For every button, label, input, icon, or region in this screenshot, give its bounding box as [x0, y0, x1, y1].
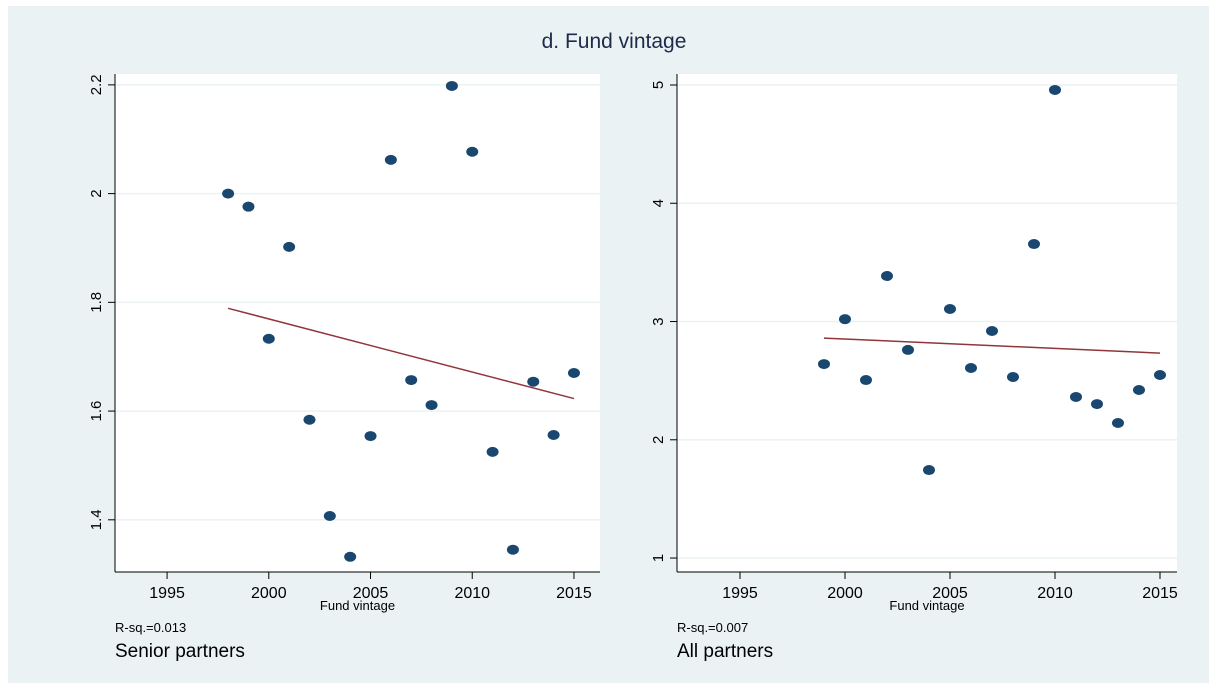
point — [323, 511, 336, 522]
point — [964, 362, 977, 373]
point — [344, 551, 357, 562]
point — [364, 431, 377, 442]
x-tick-label: 2000 — [827, 585, 863, 602]
point — [943, 303, 956, 314]
y-tick-label: 2 — [650, 436, 667, 444]
x-tick-label: 2005 — [932, 585, 968, 602]
point — [1090, 399, 1103, 410]
x-axis-label: Fund vintage — [889, 598, 964, 613]
x-tick-label: 2015 — [1142, 585, 1178, 602]
x-tick-label: 2010 — [1037, 585, 1073, 602]
point — [1132, 384, 1145, 395]
x-tick-label: 2000 — [251, 585, 287, 602]
x-tick-label: 1995 — [149, 585, 185, 602]
fit-line — [823, 337, 1161, 354]
panel-subtitle: Senior partners — [115, 641, 245, 662]
y-tick-label: 2 — [88, 189, 105, 197]
point — [425, 400, 438, 411]
y-tick-label: 1 — [650, 554, 667, 562]
x-tick-label: 2005 — [353, 585, 389, 602]
point — [1048, 84, 1061, 95]
point — [466, 146, 479, 157]
point — [859, 375, 872, 386]
plot-area — [677, 74, 1177, 572]
plot-area — [115, 74, 600, 572]
point — [486, 446, 499, 457]
point — [547, 429, 560, 440]
point — [405, 375, 418, 386]
x-tick-label: 2015 — [556, 585, 592, 602]
point — [1153, 369, 1166, 380]
point — [1027, 239, 1040, 250]
point — [901, 344, 914, 355]
fit-line — [227, 307, 575, 400]
y-tick-label: 1.4 — [88, 509, 105, 530]
y-tick-label: 2.2 — [88, 74, 105, 95]
point — [303, 414, 316, 425]
point — [283, 241, 296, 252]
figure-title: d. Fund vintage — [542, 30, 687, 53]
point — [222, 188, 235, 199]
x-axis-label: Fund vintage — [320, 598, 395, 613]
x-tick-label: 1995 — [722, 585, 758, 602]
y-tick-label: 1.8 — [88, 292, 105, 313]
note: R-sq.=0.013 — [115, 620, 186, 635]
point — [985, 325, 998, 336]
point — [445, 80, 458, 91]
y-tick-label: 3 — [650, 317, 667, 325]
point — [817, 359, 830, 370]
point — [567, 368, 580, 379]
note: R-sq.=0.007 — [677, 620, 748, 635]
y-tick-label: 1.6 — [88, 401, 105, 422]
panel-subtitle: All partners — [677, 641, 773, 662]
x-tick-label: 2010 — [454, 585, 490, 602]
point — [242, 201, 255, 212]
point — [1069, 391, 1082, 402]
point — [922, 465, 935, 476]
point — [1006, 371, 1019, 382]
point — [880, 270, 893, 281]
point — [1111, 417, 1124, 428]
y-tick-label: 5 — [650, 81, 667, 89]
point — [527, 376, 540, 387]
point — [262, 333, 275, 344]
point — [506, 544, 519, 555]
y-tick-label: 4 — [650, 199, 667, 207]
point — [384, 154, 397, 165]
point — [838, 314, 851, 325]
